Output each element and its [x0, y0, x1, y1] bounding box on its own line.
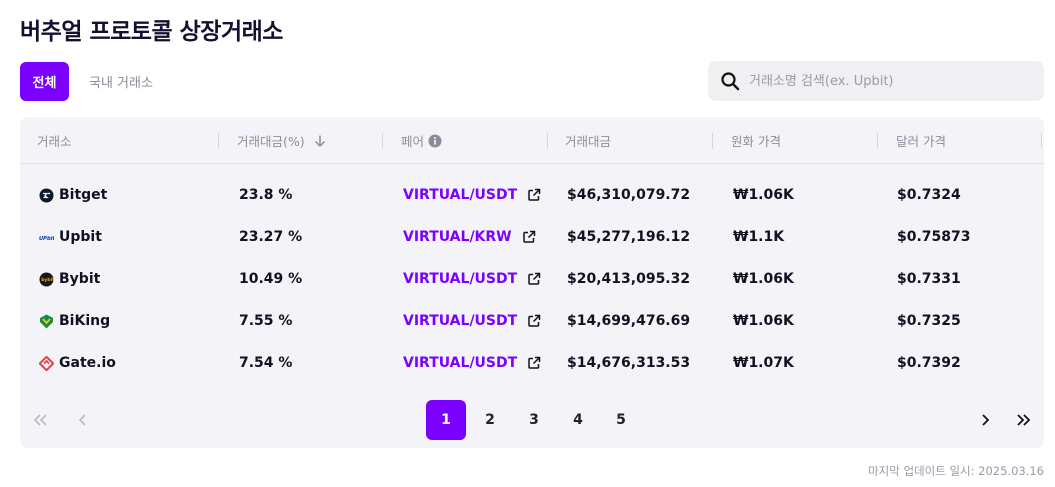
chevron-left-icon	[78, 414, 86, 426]
prev-page-button[interactable]	[63, 400, 103, 440]
page-button-3[interactable]: 3	[529, 412, 539, 428]
double-chevron-right-icon	[1017, 414, 1031, 426]
page-button-4[interactable]: 4	[573, 412, 583, 428]
double-chevron-left-icon	[33, 414, 47, 426]
header-pair: 페어	[401, 117, 442, 164]
pair-link[interactable]: VIRTUAL/KRW	[403, 229, 512, 245]
header-divider	[382, 133, 383, 149]
pair-cell: VIRTUAL/USDT	[403, 300, 541, 342]
next-page-button[interactable]	[965, 400, 1005, 440]
search-icon	[721, 72, 740, 91]
exchange-cell[interactable]: UPbit Upbit	[39, 216, 102, 258]
last-updated-text: 마지막 업데이트 일시: 2025.03.16	[868, 464, 1044, 478]
search-box[interactable]	[708, 61, 1044, 101]
tab-domestic[interactable]: 국내 거래소	[89, 76, 153, 91]
usd-price-cell: $0.7325	[897, 313, 961, 329]
first-page-button[interactable]	[20, 400, 60, 440]
page-button-2[interactable]: 2	[485, 412, 495, 428]
header-divider	[1041, 133, 1042, 149]
svg-text:bybit: bybit	[41, 277, 54, 283]
pair-cell: VIRTUAL/USDT	[403, 174, 541, 216]
page-button-1[interactable]: 1	[426, 400, 466, 440]
table-row[interactable]: BiKing 7.55 % VIRTUAL/USDT $14,699,476.6…	[20, 300, 1044, 342]
header-pair-label: 페어	[401, 134, 425, 149]
pair-link[interactable]: VIRTUAL/USDT	[403, 271, 518, 287]
volume-cell: $46,310,079.72	[567, 187, 691, 203]
exchange-name: Bitget	[59, 187, 108, 203]
header-volume-pct[interactable]: 거래대금(%)	[237, 117, 327, 164]
external-link-icon[interactable]	[527, 188, 541, 202]
header-divider	[218, 133, 219, 149]
volume-pct-cell: 23.8 %	[239, 187, 293, 203]
tab-all[interactable]: 전체	[20, 62, 69, 101]
external-link-icon[interactable]	[527, 314, 541, 328]
external-link-icon[interactable]	[527, 356, 541, 370]
pair-cell: VIRTUAL/USDT	[403, 258, 541, 300]
table-header: 거래소 거래대금(%) 페어 거래대금 원화 가격 달러 가격	[20, 117, 1044, 164]
exchange-filter-tabs: 전체 국내 거래소	[20, 62, 157, 101]
exchange-cell[interactable]: bybit Bybit	[39, 258, 100, 300]
header-divider	[712, 133, 713, 149]
volume-pct-cell: 10.49 %	[239, 271, 303, 287]
table-row[interactable]: Bitget 23.8 % VIRTUAL/USDT $46,310,079.7…	[20, 174, 1044, 216]
info-icon[interactable]	[428, 134, 442, 148]
header-krw-price: 원화 가격	[731, 134, 781, 149]
chevron-right-icon	[982, 414, 990, 426]
header-usd-price: 달러 가격	[896, 134, 946, 149]
usd-price-cell: $0.75873	[897, 229, 971, 245]
svg-text:UPbit: UPbit	[39, 235, 54, 241]
exchange-cell[interactable]: Gate.io	[39, 342, 116, 384]
table-row[interactable]: bybit Bybit 10.49 % VIRTUAL/USDT $20,413…	[20, 258, 1044, 300]
volume-pct-cell: 7.54 %	[239, 355, 293, 371]
page-title: 버추얼 프로토콜 상장거래소	[20, 19, 283, 45]
usd-price-cell: $0.7324	[897, 187, 961, 203]
exchange-name: Upbit	[59, 229, 102, 245]
krw-price-cell: ₩1.07K	[733, 355, 794, 371]
header-volume-pct-label: 거래대금(%)	[237, 134, 305, 149]
exchange-name: Bybit	[59, 271, 101, 287]
header-divider	[547, 133, 548, 149]
pair-link[interactable]: VIRTUAL/USDT	[403, 355, 518, 371]
usd-price-cell: $0.7392	[897, 355, 961, 371]
pair-cell: VIRTUAL/USDT	[403, 342, 541, 384]
exchange-cell[interactable]: BiKing	[39, 300, 110, 342]
pagination: 1 2 3 4 5	[20, 400, 1044, 440]
table-row[interactable]: Gate.io 7.54 % VIRTUAL/USDT $14,676,313.…	[20, 342, 1044, 384]
krw-price-cell: ₩1.06K	[733, 187, 794, 203]
exchange-cell[interactable]: Bitget	[39, 174, 107, 216]
usd-price-cell: $0.7331	[897, 271, 961, 287]
volume-pct-cell: 23.27 %	[239, 229, 303, 245]
volume-cell: $14,699,476.69	[567, 313, 691, 329]
pair-link[interactable]: VIRTUAL/USDT	[403, 187, 518, 203]
volume-cell: $20,413,095.32	[567, 271, 691, 287]
exchange-name: BiKing	[59, 313, 111, 329]
bybit-logo-icon: bybit	[39, 272, 54, 287]
pair-link[interactable]: VIRTUAL/USDT	[403, 313, 518, 329]
volume-cell: $14,676,313.53	[567, 355, 691, 371]
biking-logo-icon	[39, 314, 54, 329]
gateio-logo-icon	[39, 355, 54, 371]
pair-cell: VIRTUAL/KRW	[403, 216, 536, 258]
page-button-5[interactable]: 5	[616, 412, 626, 428]
last-page-button[interactable]	[1004, 400, 1044, 440]
bitget-logo-icon	[39, 188, 54, 203]
volume-cell: $45,277,196.12	[567, 229, 691, 245]
header-volume: 거래대금	[565, 134, 612, 149]
krw-price-cell: ₩1.06K	[733, 313, 794, 329]
external-link-icon[interactable]	[522, 230, 536, 244]
krw-price-cell: ₩1.1K	[733, 229, 785, 245]
header-exchange: 거래소	[37, 134, 72, 149]
search-input[interactable]	[749, 73, 1029, 89]
table-row[interactable]: UPbit Upbit 23.27 % VIRTUAL/KRW $45,277,…	[20, 216, 1044, 258]
sort-down-icon[interactable]	[313, 134, 327, 148]
exchange-table: 거래소 거래대금(%) 페어 거래대금 원화 가격 달러 가격	[20, 117, 1044, 448]
volume-pct-cell: 7.55 %	[239, 313, 293, 329]
external-link-icon[interactable]	[527, 272, 541, 286]
upbit-logo-icon: UPbit	[39, 230, 54, 245]
header-divider	[877, 133, 878, 149]
exchange-name: Gate.io	[59, 355, 116, 371]
krw-price-cell: ₩1.06K	[733, 271, 794, 287]
